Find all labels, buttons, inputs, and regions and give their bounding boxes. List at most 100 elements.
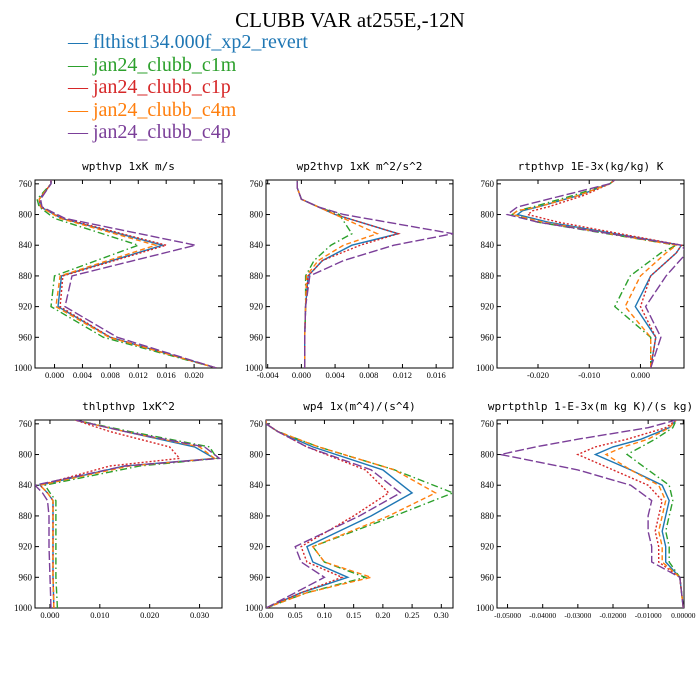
y-tick-label: 960 xyxy=(250,332,264,342)
series-line xyxy=(39,180,217,368)
y-tick-label: 880 xyxy=(19,511,33,521)
y-tick-label: 880 xyxy=(250,511,264,521)
series-line xyxy=(38,180,217,368)
x-tick-label: 0.020 xyxy=(185,370,204,380)
series-line xyxy=(515,180,683,368)
y-tick-label: 880 xyxy=(481,271,495,281)
y-tick-label: 840 xyxy=(481,480,495,490)
legend-swatch: — xyxy=(68,98,93,121)
legend-swatch: — xyxy=(68,31,93,53)
y-tick-label: 960 xyxy=(481,572,495,582)
x-tick-label: 0.004 xyxy=(73,370,93,380)
legend-label: jan24_clubb_c1p xyxy=(93,76,231,98)
y-tick-label: 960 xyxy=(19,332,33,342)
x-tick-label: 0.008 xyxy=(359,370,378,380)
legend-swatch: — xyxy=(68,76,93,98)
x-tick-label: -0.05000 xyxy=(494,611,521,620)
series-line xyxy=(593,420,684,608)
y-tick-label: 840 xyxy=(250,480,264,490)
y-tick-label: 760 xyxy=(19,419,33,429)
x-tick-label: -0.020 xyxy=(527,370,549,380)
x-tick-label: -0.03000 xyxy=(564,611,591,620)
plot-frame xyxy=(34,179,223,369)
y-tick-label: 920 xyxy=(19,542,33,552)
plot-frame xyxy=(496,419,685,609)
y-tick-label: 800 xyxy=(250,210,264,220)
series-line xyxy=(510,180,679,368)
y-tick-label: 760 xyxy=(481,179,495,189)
series-line xyxy=(296,180,401,368)
panel-title: rtpthvp 1E-3x(kg/kg) K xyxy=(518,160,664,173)
legend-label: jan24_clubb_c4m xyxy=(93,98,237,121)
y-tick-label: 840 xyxy=(481,240,495,250)
legend-swatch: — xyxy=(68,53,93,76)
chart-panel: rtpthvp 1E-3x(kg/kg) K 760 800 840 880 920 960… xyxy=(476,160,685,380)
y-tick-label: 800 xyxy=(481,210,495,220)
legend-label: jan24_clubb_c1m xyxy=(93,53,237,76)
x-tick-label: 0.15 xyxy=(346,610,361,620)
y-tick-label: 920 xyxy=(250,302,264,312)
x-tick-label: 0.030 xyxy=(190,610,209,620)
y-tick-label: 800 xyxy=(19,450,33,460)
y-tick-label: 960 xyxy=(19,572,33,582)
y-tick-label: 920 xyxy=(481,542,495,552)
x-tick-label: -0.01000 xyxy=(635,611,662,620)
series-line xyxy=(266,420,390,608)
x-tick-label: 0.016 xyxy=(157,370,176,380)
y-tick-label: 760 xyxy=(19,179,33,189)
page-title: CLUBB VAR at255E,-12N xyxy=(235,8,465,32)
legend-item: — flthist134.000f_xp2_revert xyxy=(68,31,308,54)
series-line xyxy=(500,420,684,608)
x-tick-label: 0.000 xyxy=(45,370,64,380)
y-tick-label: 1000 xyxy=(476,603,495,613)
y-tick-label: 760 xyxy=(250,419,264,429)
series-line xyxy=(38,420,217,608)
chart-panel: wp2thvp 1xK m^2/s^2 760 800 840 880 920 960 100… xyxy=(245,160,454,380)
x-tick-label: 0.000 xyxy=(631,370,650,380)
y-tick-label: 760 xyxy=(481,419,495,429)
series-line xyxy=(625,420,684,608)
legend-label: flthist134.000f_xp2_revert xyxy=(93,31,308,53)
series-line xyxy=(576,420,684,608)
y-tick-label: 960 xyxy=(250,572,264,582)
legend-item: — jan24_clubb_c1p xyxy=(68,76,308,99)
panel-title: wpthvp 1xK m/s xyxy=(82,160,175,173)
series-line xyxy=(604,420,684,608)
x-tick-label: 0.004 xyxy=(326,370,346,380)
chart-panel: wprtpthlp 1-E-3x(m kg K)/(s kg) 760 800 840… xyxy=(476,400,696,620)
plot-frame xyxy=(34,419,223,609)
series-line xyxy=(505,180,684,368)
plot-frame xyxy=(496,179,685,369)
series-line xyxy=(266,420,438,608)
x-tick-label: 0.05 xyxy=(288,610,303,620)
x-tick-label: 0.20 xyxy=(375,610,390,620)
legend-swatch: — xyxy=(68,121,93,143)
legend-item: — jan24_clubb_c4p xyxy=(68,121,308,144)
y-tick-label: 800 xyxy=(250,450,264,460)
series-line xyxy=(266,420,414,608)
series-line xyxy=(526,180,683,368)
x-tick-label: 0.020 xyxy=(140,610,159,620)
series-line xyxy=(38,420,217,608)
plot-frame xyxy=(265,179,454,369)
series-line xyxy=(36,180,217,368)
x-tick-label: -0.04000 xyxy=(529,611,556,620)
legend-item: — jan24_clubb_c1m xyxy=(68,54,308,77)
series-line xyxy=(38,420,182,608)
chart-panel: wp4 1x(m^4)/(s^4)76080084088092096010000… xyxy=(245,400,454,620)
y-tick-label: 800 xyxy=(19,210,33,220)
x-tick-label: 0.000 xyxy=(40,610,59,620)
y-tick-label: 840 xyxy=(250,240,264,250)
y-tick-label: 760 xyxy=(250,179,264,189)
plot-frame xyxy=(265,419,454,609)
series-line xyxy=(266,420,402,608)
y-tick-label: 1000 xyxy=(476,363,495,373)
x-tick-label: -0.010 xyxy=(578,370,600,380)
x-tick-label: 0.012 xyxy=(129,370,148,380)
legend: — flthist134.000f_xp2_revert — jan24_clu… xyxy=(68,31,308,144)
series-line xyxy=(510,180,679,368)
y-tick-label: 840 xyxy=(19,480,33,490)
panel-title: wprtpthlp 1-E-3x(m kg K)/(s kg) xyxy=(488,400,693,413)
x-tick-label: 0.010 xyxy=(90,610,109,620)
